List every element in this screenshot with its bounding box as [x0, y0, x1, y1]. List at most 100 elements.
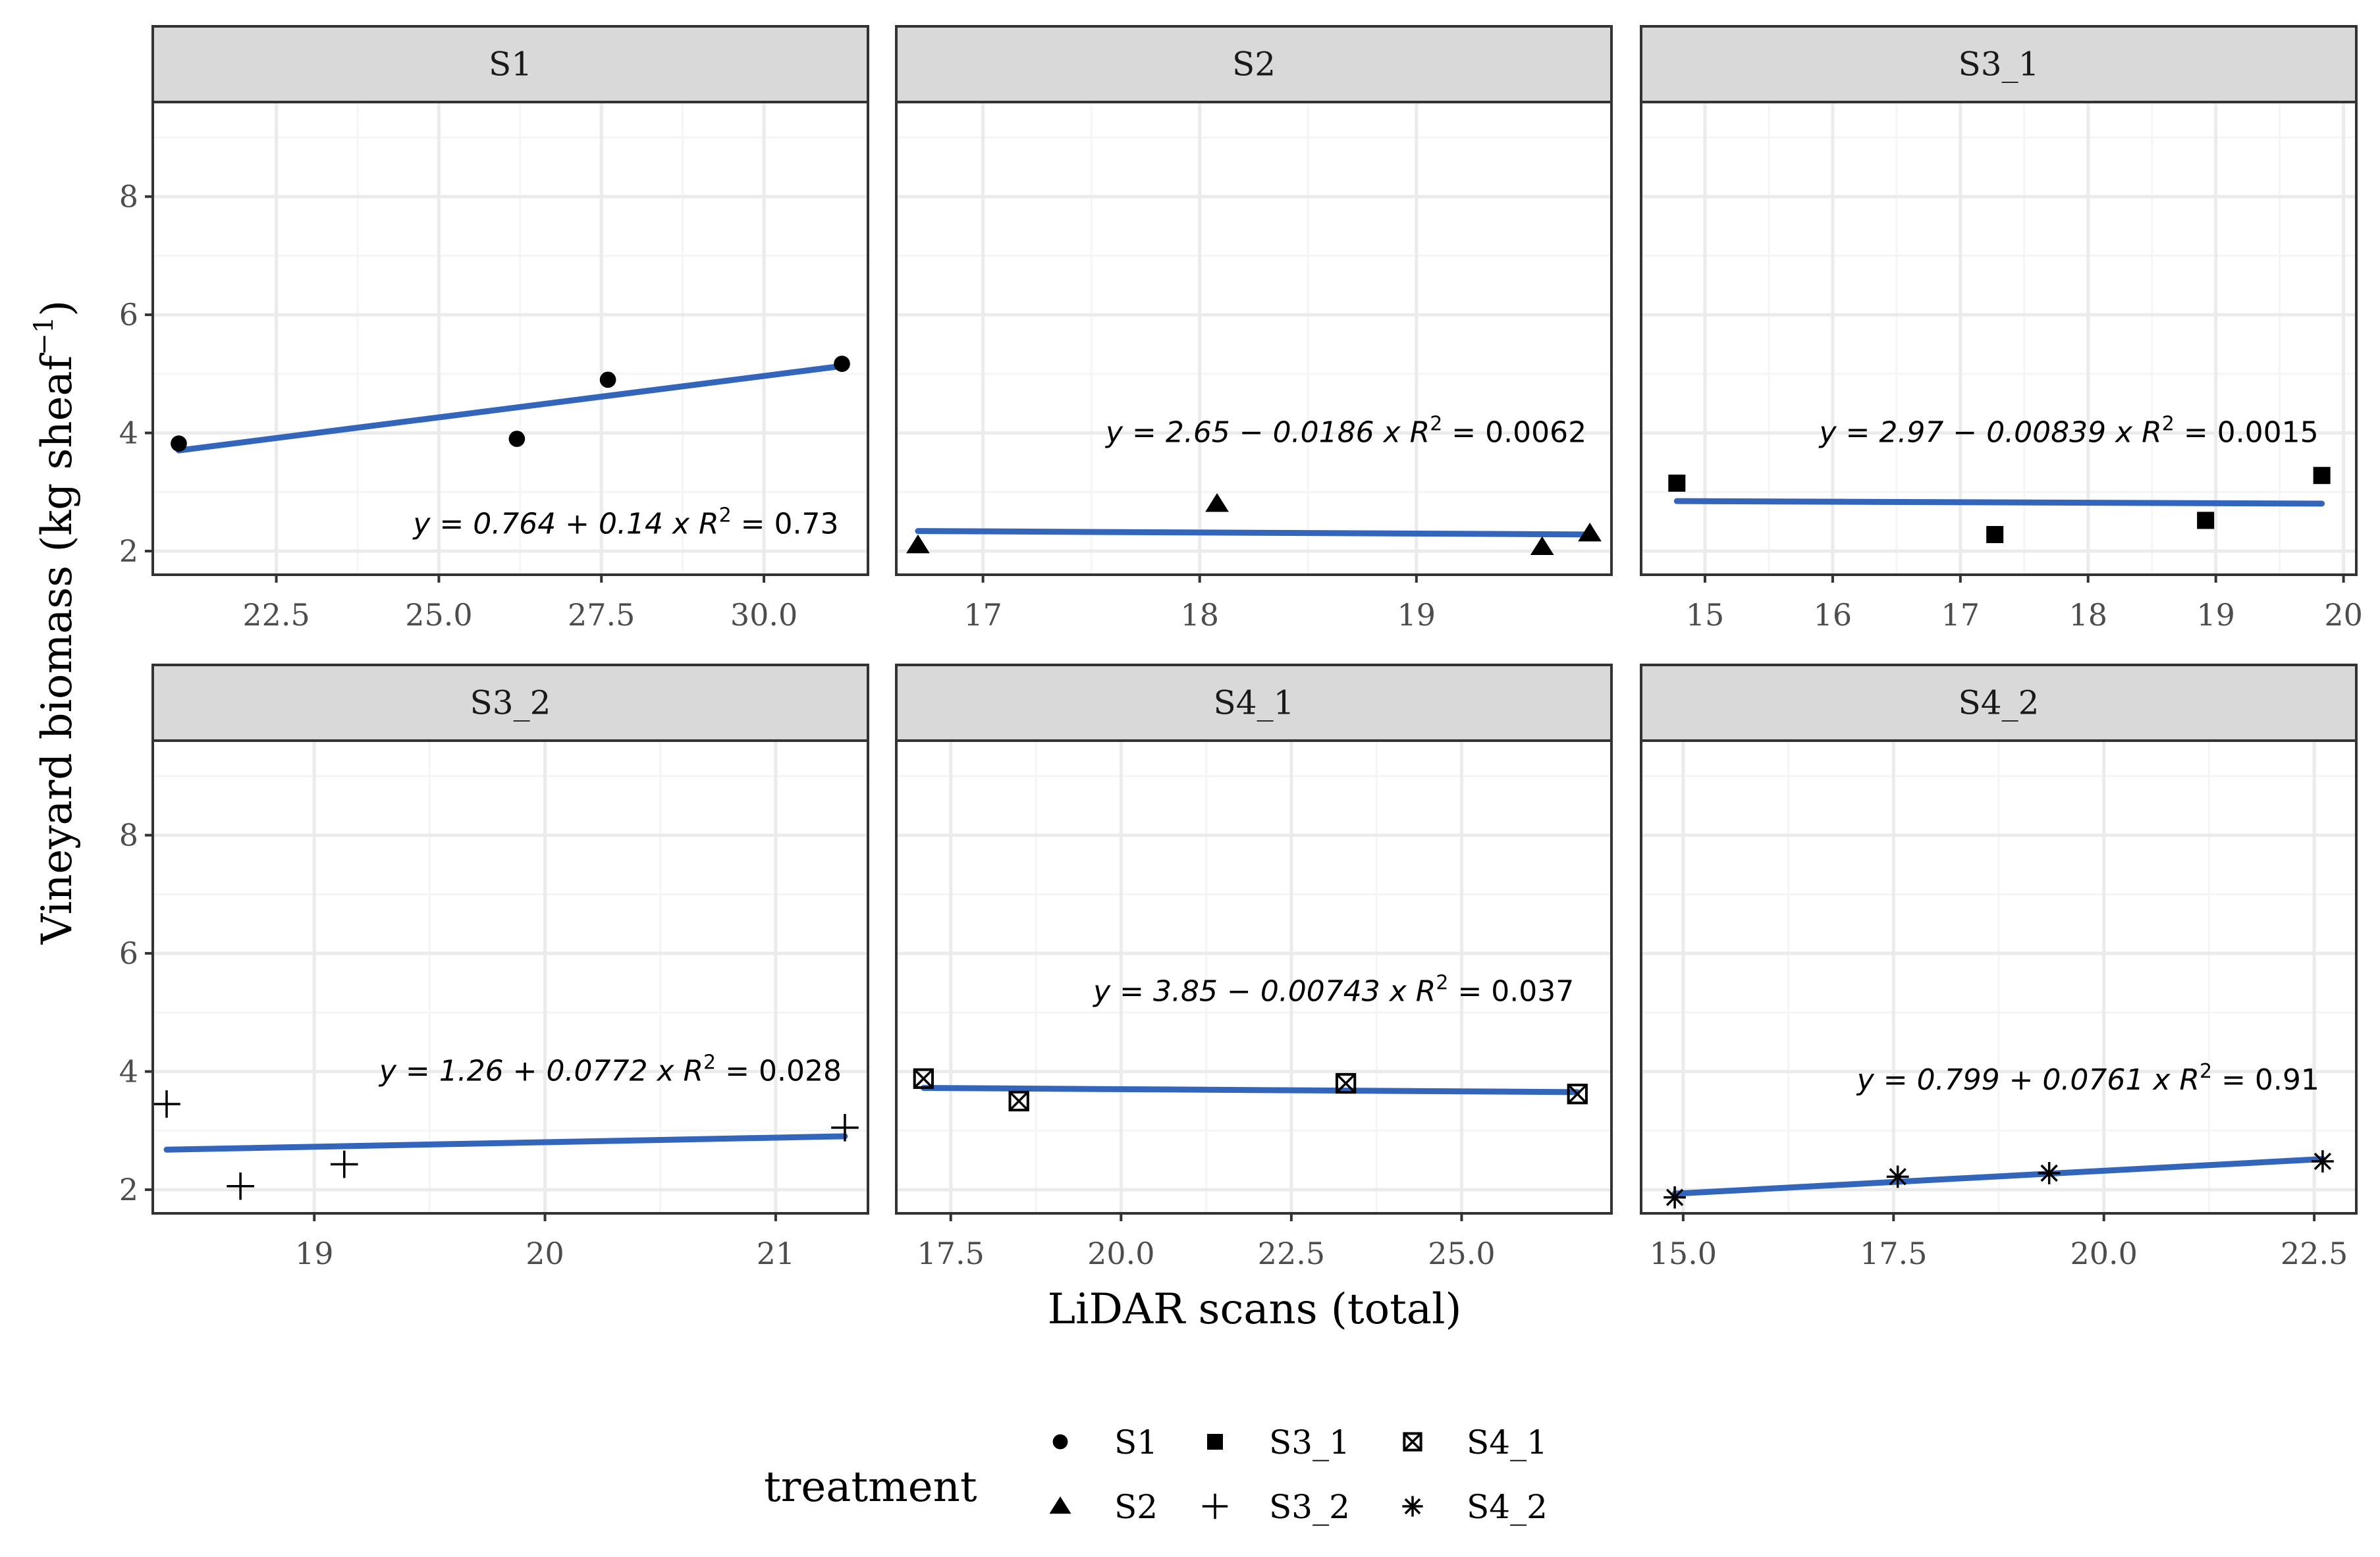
data-point [227, 1172, 254, 1200]
regression-equation: y = 0.799 + 0.0761 x R2 = 0.91 [1856, 1060, 2319, 1097]
panel-s4-2: y = 0.799 + 0.0761 x R2 = 0.91 S4_2 15.0 17… [1640, 664, 2358, 1271]
panel-s3-1: y = 2.97 − 0.00839 x R2 = 0.0015 S3_1 15 16… [1640, 25, 2363, 633]
panel-background [896, 741, 1611, 1213]
data-point [906, 534, 930, 554]
x-tick-label: 17.5 [917, 1236, 985, 1271]
x-tick-label: 16 [1814, 597, 1853, 633]
data-point [834, 356, 850, 372]
legend-label: S3_1 [1269, 1423, 1350, 1462]
x-tick-label: 25.0 [405, 597, 472, 633]
fit-line [163, 1133, 848, 1153]
legend-item-s4-2: S4_2 [1402, 1488, 1548, 1526]
panel-background [896, 102, 1611, 575]
legend-title: treatment [764, 1463, 977, 1512]
x-axis-title: LiDAR scans (total) [1048, 1285, 1462, 1334]
y-tick-label: 8 [119, 179, 138, 215]
regression-equation: y = 0.764 + 0.14 x R2 = 0.73 [412, 504, 838, 541]
x-tick-label: 20.0 [1087, 1236, 1154, 1271]
legend-label: S3_2 [1269, 1488, 1350, 1526]
legend-key-circle [1052, 1434, 1068, 1450]
data-point [2197, 512, 2215, 529]
panel-s2: y = 2.65 − 0.0186 x R2 = 0.0062 S2 17 18 19 [895, 25, 1613, 633]
x-tick-label: 25.0 [1428, 1236, 1495, 1271]
x-tick-label: 15 [1686, 597, 1725, 633]
legend-label: S4_2 [1467, 1488, 1548, 1526]
fit-line [1673, 498, 2325, 507]
data-point [913, 1068, 934, 1090]
x-tick-label: 21 [757, 1236, 796, 1271]
legend-label: S2 [1114, 1488, 1158, 1526]
legend-key-triangle [1049, 1496, 1071, 1514]
regression-equation: y = 2.65 − 0.0186 x R2 = 0.0062 [1104, 413, 1586, 450]
y-tick-label: 4 [119, 415, 138, 451]
regression-equation: y = 2.97 − 0.00839 x R2 = 0.0015 [1818, 413, 2319, 450]
facet-strip-label: S4_1 [1214, 684, 1295, 722]
x-tick-label: 20.0 [2070, 1236, 2137, 1271]
regression-equation: y = 3.85 − 0.00743 x R2 = 0.037 [1092, 971, 1574, 1008]
legend-key-boxcross [1403, 1432, 1422, 1452]
data-point [1567, 1084, 1588, 1105]
x-tick-label: 19 [2196, 597, 2235, 633]
data-point [1578, 522, 1602, 542]
x-tick-label: 19 [1397, 597, 1436, 633]
x-tick-label: 30.0 [730, 597, 798, 633]
facet-strip [895, 25, 1613, 103]
panel-s3-2: y = 1.26 + 0.0772 x R2 = 0.028 S3_2 19 20 21… [119, 664, 869, 1271]
legend-item-s1: S1 [1052, 1423, 1158, 1462]
y-tick-label: 2 [119, 1172, 138, 1207]
data-point [153, 1090, 180, 1118]
data-point [1668, 474, 1686, 492]
y-tick-label: 6 [119, 297, 138, 332]
panel-s4-1: y = 3.85 − 0.00743 x R2 = 0.037 S4_1 17.5 2… [895, 664, 1613, 1271]
legend-item-s3-2: S3_2 [1202, 1488, 1350, 1526]
data-point [599, 371, 616, 388]
x-tick-label: 22.5 [2281, 1236, 2348, 1271]
fit-line [915, 528, 1593, 538]
data-point [2313, 467, 2331, 485]
data-point [1530, 536, 1554, 556]
legend-item-s2: S2 [1049, 1488, 1158, 1526]
x-tick-label: 18 [2069, 597, 2107, 633]
facet-strip [1640, 664, 2358, 742]
facet-strip-label: S2 [1232, 45, 1276, 84]
data-point [2038, 1162, 2061, 1184]
panel-background [153, 741, 868, 1213]
fit-line [920, 1084, 1581, 1095]
facet-strip-label: S3_1 [1959, 45, 2040, 84]
x-tick-label: 19 [295, 1236, 334, 1271]
legend-label: S4_1 [1467, 1423, 1548, 1462]
legend-key-square [1207, 1434, 1223, 1450]
y-tick-label: 6 [119, 936, 138, 971]
data-point [1663, 1186, 1687, 1209]
x-tick-label: 22.5 [242, 597, 310, 633]
fit-line [1671, 1156, 2326, 1197]
x-tick-label: 17 [1941, 597, 1980, 633]
facet-strip [1640, 25, 2358, 103]
x-tick-label: 22.5 [1258, 1236, 1325, 1271]
data-point [171, 435, 187, 452]
legend-key-plus [1202, 1493, 1228, 1519]
facet-strip [895, 664, 1613, 742]
data-point [1335, 1072, 1357, 1094]
x-tick-label: 18 [1180, 597, 1219, 633]
data-point [1205, 493, 1229, 512]
x-tick-label: 15.0 [1650, 1236, 1717, 1271]
x-tick-label: 17 [963, 597, 1002, 633]
y-tick-label: 2 [119, 533, 138, 569]
regression-equation: y = 1.26 + 0.0772 x R2 = 0.028 [378, 1051, 842, 1088]
panel-background [1641, 102, 2356, 575]
legend-item-s4-1: S4_1 [1403, 1423, 1548, 1462]
x-tick-label: 27.5 [568, 597, 635, 633]
data-point [1986, 525, 2004, 543]
legend-item-s3-1: S3_1 [1207, 1423, 1350, 1462]
data-point [508, 431, 526, 447]
facet-strip-label: S1 [489, 45, 532, 84]
facet-strip-label: S4_2 [1959, 684, 2040, 722]
fit-line [175, 363, 846, 454]
facet-strip [151, 664, 869, 742]
data-point [2311, 1150, 2334, 1173]
x-tick-label: 17.5 [1860, 1236, 1927, 1271]
data-point [1008, 1090, 1029, 1112]
y-tick-label: 4 [119, 1054, 138, 1090]
